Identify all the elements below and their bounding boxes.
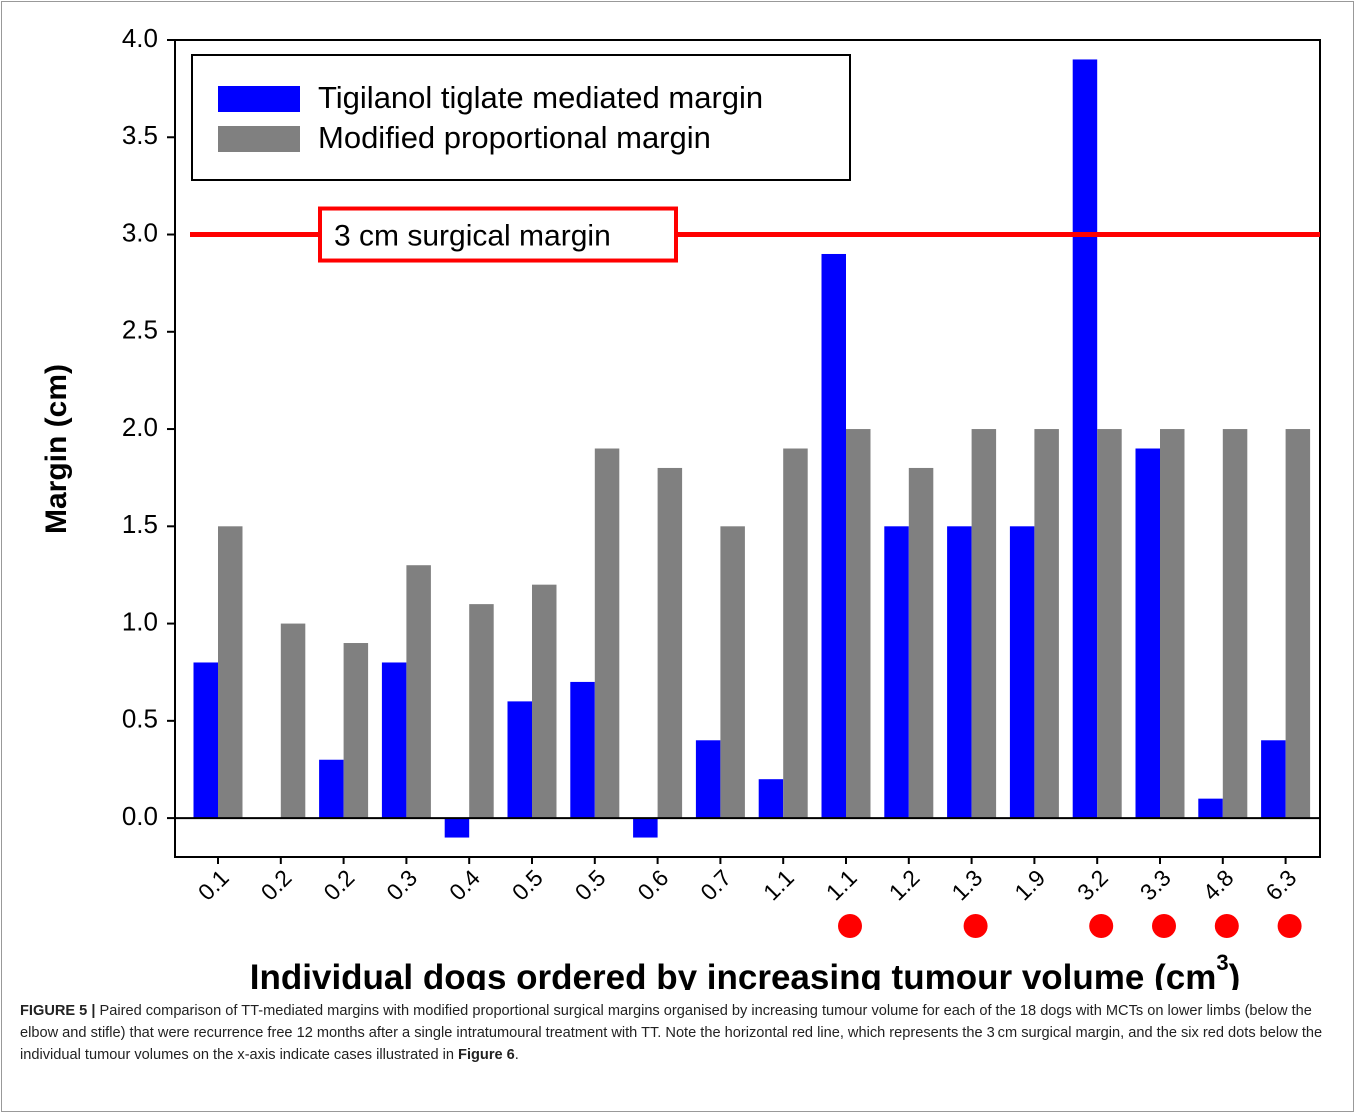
- legend-label: Tigilanol tiglate mediated margin: [318, 80, 763, 115]
- y-tick-label: 3.5: [122, 120, 158, 150]
- y-tick-label: 1.5: [122, 509, 158, 539]
- bar: [343, 643, 369, 819]
- x-tick-label: 0.3: [381, 864, 422, 905]
- bar: [594, 448, 620, 819]
- reference-label: 3 cm surgical margin: [334, 219, 611, 252]
- highlight-dot: [838, 914, 862, 938]
- bar: [1135, 448, 1160, 819]
- bar: [193, 662, 218, 819]
- legend-label: Modified proportional margin: [318, 120, 711, 155]
- legend-swatch: [218, 86, 300, 112]
- x-tick-label: 0.4: [444, 864, 485, 905]
- bar: [319, 759, 344, 819]
- bar: [1009, 526, 1035, 819]
- reference-label-box: [318, 206, 678, 263]
- x-tick-label: 3.2: [1072, 864, 1113, 905]
- bar: [971, 429, 997, 819]
- highlight-dot: [1214, 914, 1239, 938]
- bar: [1222, 429, 1248, 819]
- bar: [821, 253, 846, 819]
- bar: [406, 565, 431, 819]
- x-tick-label: 0.7: [695, 864, 736, 905]
- x-axis-label-main: Individual dogs ordered by increasing tu…: [250, 958, 1217, 990]
- x-axis-label: Individual dogs ordered by increasing tu…: [250, 950, 1240, 990]
- bar: [758, 779, 784, 819]
- bar: [1261, 740, 1286, 819]
- y-tick-label: 2.0: [122, 412, 158, 442]
- x-tick-label: 1.3: [946, 864, 987, 905]
- plot-frame: [174, 39, 1321, 858]
- bar: [1097, 429, 1122, 819]
- legend-swatch: [218, 126, 300, 152]
- y-axis-label: Margin (cm): [40, 364, 73, 534]
- bar: [570, 681, 595, 819]
- caption-label: FIGURE 5 |: [20, 1003, 96, 1019]
- bar: [783, 448, 808, 819]
- x-tick-label: 4.8: [1198, 864, 1239, 905]
- bar: [846, 429, 871, 819]
- highlight-dot: [1277, 914, 1302, 938]
- x-tick-label: 6.3: [1260, 864, 1301, 905]
- bar: [720, 526, 745, 819]
- y-tick-label: 3.0: [122, 217, 158, 247]
- caption-text: Paired comparison of TT-mediated margins…: [20, 1003, 1323, 1063]
- x-tick-label: 3.3: [1135, 864, 1176, 905]
- bar: [1034, 429, 1059, 819]
- bar: [507, 701, 532, 819]
- x-tick-label: 0.2: [318, 864, 359, 905]
- y-tick-label: 1.0: [122, 606, 158, 636]
- bar: [884, 526, 909, 819]
- x-tick-label: 0.5: [507, 864, 548, 905]
- bar: [657, 467, 683, 819]
- x-tick-label: 1.2: [884, 864, 925, 905]
- highlight-dot: [963, 914, 988, 938]
- bar: [633, 818, 658, 838]
- bar: [381, 662, 407, 819]
- x-tick-label: 0.6: [632, 864, 673, 905]
- bar: [444, 818, 470, 838]
- bar: [1160, 429, 1185, 819]
- bar: [908, 467, 934, 819]
- x-tick-label: 1.1: [758, 864, 799, 905]
- bar: [947, 526, 972, 819]
- caption-ref: Figure 6: [458, 1047, 515, 1063]
- bar: [469, 604, 494, 819]
- bar: [1198, 798, 1223, 819]
- y-tick-label: 0.5: [122, 704, 158, 734]
- caption: FIGURE 5 | Paired comparison of TT-media…: [20, 1000, 1338, 1066]
- bar: [695, 740, 721, 819]
- legend-box: [191, 54, 851, 181]
- chart: 0.0 0.5 1.0 1.5 2.0 2.5 3.0 3.5 4.0 0.1 0.2 0.2 0.3 0…: [40, 23, 1321, 990]
- bar: [280, 623, 306, 819]
- x-tick-label: 1.9: [1009, 864, 1050, 905]
- bar: [532, 584, 557, 819]
- x-tick-label: 0.1: [193, 864, 234, 905]
- x-tick-label: 1.1: [821, 864, 862, 905]
- y-tick-label: 4.0: [122, 23, 158, 53]
- bar: [218, 526, 243, 819]
- x-tick-label: 0.5: [570, 864, 611, 905]
- x-tick-label: 0.2: [256, 864, 297, 905]
- bar: [1072, 59, 1098, 819]
- y-tick-label: 2.5: [122, 315, 158, 345]
- caption-end: .: [514, 1047, 519, 1063]
- x-axis-label-end: ): [1229, 958, 1241, 990]
- highlight-dot: [1089, 914, 1114, 938]
- x-axis-label-sup: 3: [1216, 950, 1228, 975]
- highlight-dot: [1152, 914, 1176, 938]
- y-tick-label: 0.0: [122, 801, 158, 831]
- bar: [1285, 429, 1311, 819]
